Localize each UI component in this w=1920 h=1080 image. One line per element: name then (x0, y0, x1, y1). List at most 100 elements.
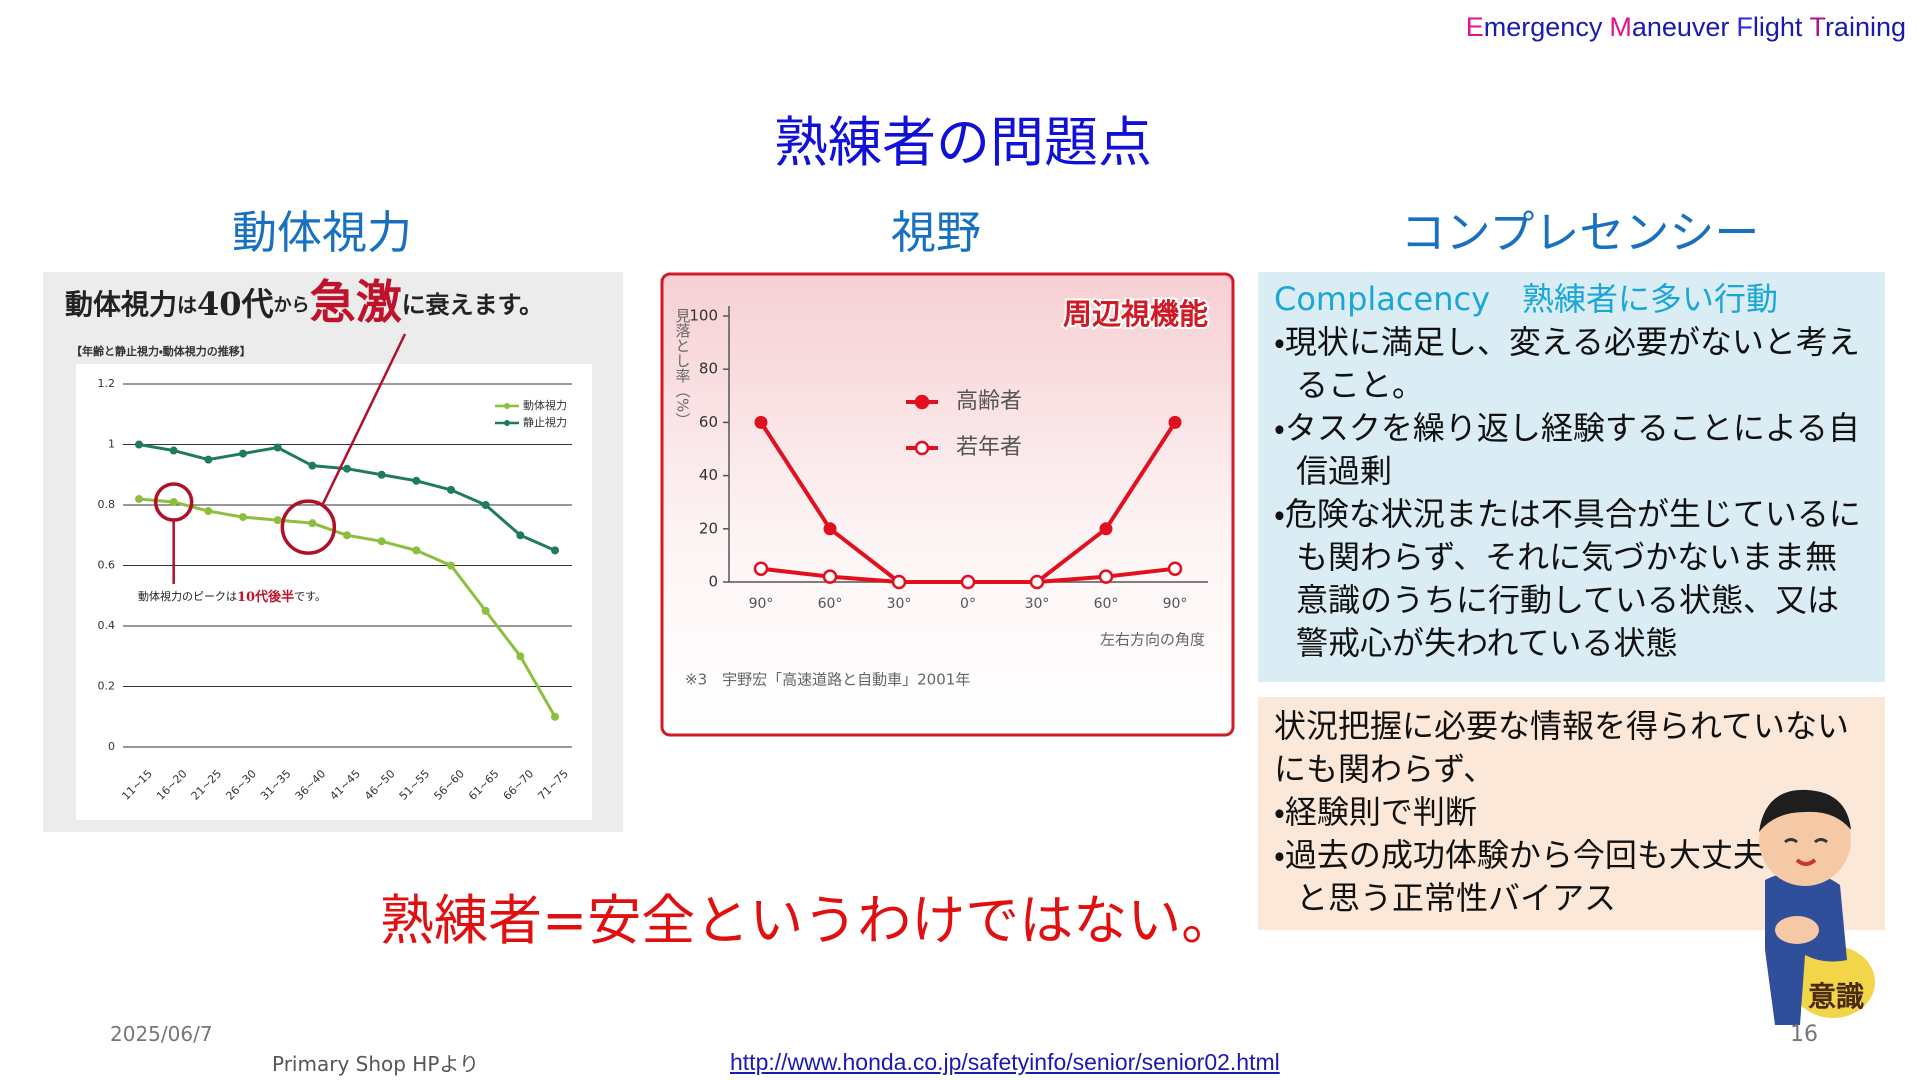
point (169, 497, 178, 506)
header-word: Flight (1736, 12, 1803, 42)
y-tick-label: 0.2 (98, 680, 116, 693)
title-part: から (274, 295, 310, 316)
point (447, 561, 455, 570)
point (377, 537, 386, 546)
hair (1759, 789, 1851, 832)
annotation-part: 10代後半 (237, 589, 294, 605)
y-tick-label: 40 (699, 466, 718, 484)
chart-frame (660, 272, 1235, 737)
link[interactable]: http://www.honda.co.jp/safetyinfo/senior… (730, 1049, 1280, 1075)
point (1167, 561, 1183, 576)
point (204, 455, 213, 464)
bullet: ・経験則で判断 (1274, 793, 1477, 831)
y-tick-label: 1.2 (98, 377, 116, 390)
chart-title: 動体視力は40代から急激に衰えます。 (65, 275, 543, 329)
column-heading: コンプレセンシー (1400, 206, 1760, 259)
point (412, 546, 421, 555)
page-number: 16 (1790, 1022, 1818, 1047)
x-tick-label: 90° (749, 596, 774, 612)
mouth (1795, 858, 1817, 866)
badge: 周辺視機能 (1063, 297, 1208, 331)
point (481, 606, 490, 615)
legend-label: 静止視力 (523, 415, 567, 429)
header: Emergency Maneuver Flight Training (1459, 12, 1906, 43)
title-part: 急激 (310, 275, 402, 329)
x-axis-label: 左右方向の角度 (1100, 631, 1205, 649)
header-word: Training (1809, 12, 1906, 42)
point (822, 569, 838, 584)
box-lead: 状況把握に必要な情報を得られていないにも関わらず、 (1274, 707, 1850, 788)
column-heading: 動体視力 (231, 206, 412, 259)
y-tick-label: 20 (699, 519, 718, 537)
title-part: は (177, 293, 197, 317)
point (135, 494, 143, 503)
title-part: 40代 (197, 285, 274, 323)
point (960, 574, 976, 590)
conclusion: 熟練者=安全というわけではない。 (380, 889, 1236, 952)
note: ※3 宇野宏「高速道路と自動車」2001年 (685, 671, 970, 689)
y-tick-label: 0.4 (98, 619, 116, 632)
head (1759, 794, 1851, 886)
y-axis-label: 見落とし率（%） (674, 308, 692, 427)
chart-field: 周辺視機能 見落とし率（%） 0 20 40 60 80 100 90° 60° 30° 0° 30° 6… (660, 272, 1235, 737)
callout-line (321, 333, 407, 506)
legend-marker (504, 403, 510, 409)
point (273, 443, 282, 452)
bullet: ・タスクを繰り返し経験することによる自信過剰 (1274, 409, 1860, 490)
callout-circle (153, 482, 194, 522)
point (754, 415, 768, 429)
y-tick-label: 1 (108, 438, 115, 451)
legend-marker (914, 440, 930, 456)
source: Primary Shop HPより (272, 1052, 480, 1076)
point (1029, 574, 1045, 590)
annotation-part: 動体視力のピークは (138, 589, 237, 603)
point (1099, 522, 1113, 536)
legend-marker (504, 420, 510, 426)
legend-label: 若年者 (956, 435, 1022, 460)
eyes (1784, 838, 1828, 844)
title-part: に衰えます。 (402, 290, 544, 319)
x-tick-label: 30° (887, 596, 912, 612)
point (1098, 569, 1114, 584)
point (135, 440, 143, 449)
point (412, 476, 421, 485)
column-heading: 視野 (890, 206, 981, 259)
point (308, 461, 317, 470)
point (516, 531, 525, 540)
point (273, 516, 282, 525)
title-part: 動体視力 (65, 288, 177, 321)
plot-bg (76, 364, 592, 820)
bullet: ・過去の成功体験から今回も大丈夫と思う正常性バイアス (1274, 836, 1765, 917)
point (239, 513, 247, 522)
annotation-part: です。 (294, 590, 326, 603)
point (343, 531, 351, 540)
hands (1775, 916, 1819, 944)
body (1765, 871, 1847, 1025)
chart-subtitle: 【年齢と静止視力・動体視力の推移】 (71, 344, 251, 358)
callout-circle (280, 499, 337, 555)
chart-vision: 動体視力は40代から急激に衰えます。【年齢と静止視力・動体視力の推移】 0 0.2 0… (43, 272, 623, 832)
illustration: 意識 (1759, 789, 1875, 1025)
x-tick-label: 90° (1163, 596, 1188, 612)
bullet: ・危険な状況または不具合が生じているにも関わらず、それに気づかないまま無意識のう… (1274, 495, 1861, 662)
point (447, 485, 455, 494)
point (481, 501, 490, 509)
point (239, 449, 247, 458)
bullet: ・現状に満足し、変える必要がないと考えること。 (1274, 323, 1860, 404)
annotation: 動体視力のピークは10代後半です。 (138, 589, 326, 605)
y-tick-label: 0 (708, 573, 718, 591)
badge: 意識 (1808, 980, 1864, 1013)
complacency-box: Complacency 熟練者に多い行動 ・現状に満足し、変える必要がないと考え… (1258, 272, 1885, 682)
box-heading: Complacency 熟練者に多い行動 (1274, 280, 1779, 318)
point (516, 652, 525, 661)
y-tick-label: 100 (689, 307, 718, 325)
y-tick-label: 0.8 (98, 498, 116, 511)
y-tick-label: 80 (699, 360, 718, 378)
y-tick-label: 0 (108, 740, 115, 753)
point (204, 507, 213, 516)
x-tick-label: 30° (1025, 596, 1050, 612)
point (169, 446, 178, 455)
y-tick-label: 0.6 (98, 559, 116, 572)
legend-marker (914, 394, 930, 410)
